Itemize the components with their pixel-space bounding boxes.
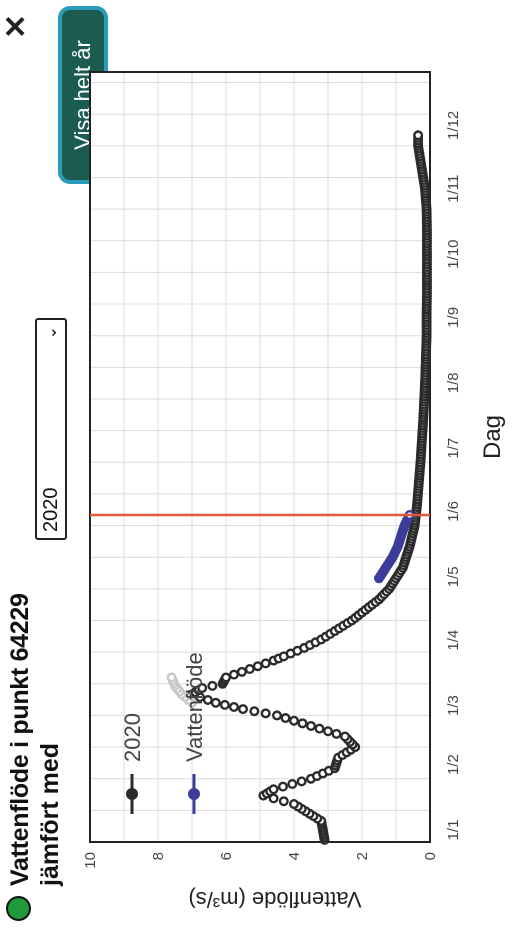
series-point	[166, 672, 177, 683]
legend-label: Vattenflöde	[182, 652, 207, 762]
series-point	[228, 669, 239, 680]
series-point	[252, 661, 263, 672]
series-point	[297, 718, 308, 729]
x-tick-label: 1/7	[445, 438, 462, 459]
series-point	[289, 715, 300, 726]
x-tick-label: 1/9	[445, 307, 462, 328]
series-point	[277, 781, 288, 792]
series-point	[323, 726, 334, 737]
y-axis-title: Vattenflöde (m³/s)	[188, 887, 361, 912]
series-point	[289, 799, 300, 810]
series-point	[280, 713, 291, 724]
series-point	[287, 778, 298, 789]
series-point	[340, 731, 351, 742]
series-point	[314, 723, 325, 734]
series-point	[331, 728, 342, 739]
x-tick-label: 1/8	[445, 372, 462, 393]
series-point	[413, 130, 424, 141]
series-point	[296, 776, 307, 787]
x-tick-label: 1/1	[445, 820, 462, 841]
y-tick-label: 6	[218, 852, 235, 860]
series-point	[268, 784, 279, 795]
series-point	[260, 708, 271, 719]
series-point	[207, 680, 218, 691]
y-tick-label: 0	[422, 852, 439, 860]
y-tick-label: 8	[150, 852, 167, 860]
series-point	[197, 683, 208, 694]
x-tick-label: 1/11	[445, 175, 462, 203]
series-point	[228, 701, 239, 712]
plot-frame	[89, 71, 431, 843]
x-tick-label: 1/10	[445, 239, 462, 268]
x-tick-label: 1/5	[445, 566, 462, 587]
y-tick-label: 10	[82, 852, 99, 869]
y-tick-label: 4	[286, 852, 303, 860]
legend-label: 2020	[120, 713, 145, 762]
series-point	[249, 706, 260, 717]
series-point	[260, 658, 271, 669]
y-tick-label: 2	[354, 852, 371, 860]
legend-marker	[126, 788, 138, 800]
x-tick-label: 1/2	[445, 754, 462, 775]
series-point	[237, 704, 248, 715]
series-point	[278, 796, 289, 807]
series-point	[306, 720, 317, 731]
series-point	[236, 666, 247, 677]
x-tick-label: 1/12	[445, 111, 462, 140]
series-point	[219, 699, 230, 710]
legend-marker	[188, 788, 200, 800]
series-point	[220, 672, 231, 683]
series-point	[272, 710, 283, 721]
series-point	[210, 697, 221, 708]
x-tick-label: 1/4	[445, 630, 462, 651]
x-tick-label: 1/6	[445, 501, 462, 522]
series-point	[244, 664, 255, 675]
x-axis-title: Dag	[479, 415, 506, 459]
x-tick-label: 1/3	[445, 695, 462, 716]
